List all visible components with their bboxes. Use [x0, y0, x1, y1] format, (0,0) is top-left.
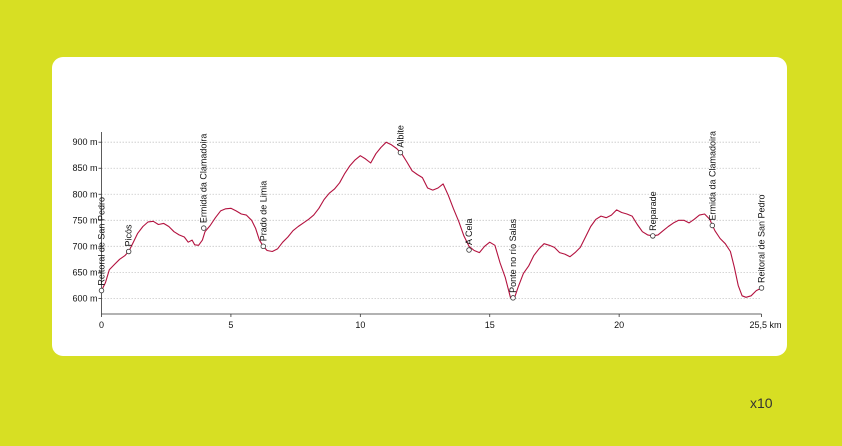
waypoint-marker — [709, 222, 716, 229]
waypoint: Reparade — [648, 191, 658, 239]
waypoint: Albite — [395, 125, 405, 156]
x-tick-label: 15 — [485, 320, 495, 330]
waypoint-marker — [758, 285, 765, 291]
waypoint: Ponte no río Salas — [508, 218, 518, 301]
waypoint: Picós — [124, 224, 134, 255]
waypoint-label: Prado de Limia — [258, 181, 268, 242]
y-tick-label: 750 m — [72, 215, 97, 225]
waypoint-marker — [466, 247, 472, 253]
chart-card: 600 m 650 m 700 m 750 m 800 m 850 m 900 m 0 5 10… — [52, 57, 787, 356]
waypoint-marker — [125, 248, 132, 255]
waypoints: Reitoral de San Pedro Picós Ermida da Clam… — [97, 125, 767, 301]
waypoint-label: Reitoral de San Pedro — [757, 194, 767, 283]
waypoint-label: Reitoral de San Pedro — [97, 197, 107, 286]
waypoint-label: Ermida da Clamadoira — [199, 134, 209, 224]
y-axis: 600 m 650 m 700 m 750 m 800 m 850 m 900 m — [72, 132, 102, 314]
waypoint: Reitoral de San Pedro — [757, 194, 767, 291]
waypoint: Ermida da Clamadoira — [199, 134, 209, 231]
waypoint: Prado de Limia — [258, 181, 268, 250]
x-tick-label: 5 — [228, 320, 233, 330]
waypoint-marker — [397, 149, 404, 156]
waypoint-marker — [650, 233, 656, 239]
waypoint-label: Albite — [395, 125, 405, 148]
waypoint: Ermida da Clamadoira — [707, 131, 717, 229]
y-tick-label: 800 m — [72, 189, 97, 199]
y-tick-label: 600 m — [72, 293, 97, 303]
waypoint-label: Picós — [124, 224, 134, 247]
waypoint-label: Ponte no río Salas — [508, 218, 518, 293]
elevation-profile-chart: 600 m 650 m 700 m 750 m 800 m 850 m 900 m 0 5 10… — [72, 125, 782, 330]
y-tick-label: 650 m — [72, 267, 97, 277]
waypoint-label: Reparade — [648, 191, 658, 231]
waypoint-label: A Cela — [464, 218, 474, 245]
waypoint-marker — [98, 287, 105, 294]
zoom-label: x10 — [750, 395, 773, 411]
y-tick-label: 850 m — [72, 163, 97, 173]
waypoint-label: Ermida da Clamadoira — [707, 131, 717, 221]
waypoint: A Cela — [464, 218, 474, 253]
grid-lines — [101, 141, 762, 299]
x-tick-label: 10 — [355, 320, 365, 330]
x-tick-label: 20 — [614, 320, 624, 330]
y-tick-label: 900 m — [72, 137, 97, 147]
x-axis: 0 5 10 15 20 25,5 km — [99, 313, 782, 330]
x-tick-label: 25,5 km — [750, 320, 782, 330]
waypoint-marker — [201, 225, 207, 231]
x-tick-label: 0 — [99, 320, 104, 330]
waypoint-marker — [510, 295, 516, 301]
waypoint-marker — [260, 243, 266, 250]
waypoint: Reitoral de San Pedro — [97, 197, 107, 294]
y-tick-label: 700 m — [72, 241, 97, 251]
